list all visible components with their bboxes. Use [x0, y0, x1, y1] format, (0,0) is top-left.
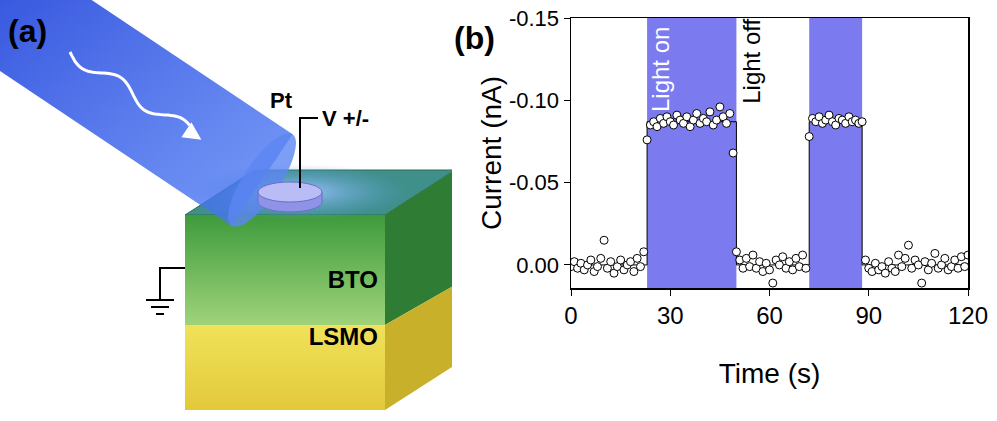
svg-text:60: 60: [756, 302, 783, 329]
svg-text:Pt: Pt: [270, 88, 293, 113]
svg-text:LSMO: LSMO: [309, 323, 378, 350]
svg-text:Light off: Light off: [738, 18, 765, 103]
svg-text:30: 30: [657, 302, 684, 329]
svg-text:120: 120: [948, 302, 988, 329]
svg-text:(a): (a): [8, 13, 47, 49]
svg-text:BTO: BTO: [328, 266, 378, 293]
svg-text:0: 0: [564, 302, 577, 329]
svg-text:Light on: Light on: [647, 27, 674, 112]
svg-text:Time (s): Time (s): [719, 358, 821, 389]
svg-text:0.00: 0.00: [516, 253, 559, 278]
svg-text:Current (nA): Current (nA): [476, 76, 507, 230]
svg-text:(b): (b): [454, 20, 495, 56]
svg-text:-0.15: -0.15: [509, 6, 559, 31]
svg-text:V +/-: V +/-: [322, 106, 369, 131]
svg-text:-0.05: -0.05: [509, 170, 559, 195]
svg-text:-0.10: -0.10: [509, 88, 559, 113]
svg-text:90: 90: [855, 302, 882, 329]
